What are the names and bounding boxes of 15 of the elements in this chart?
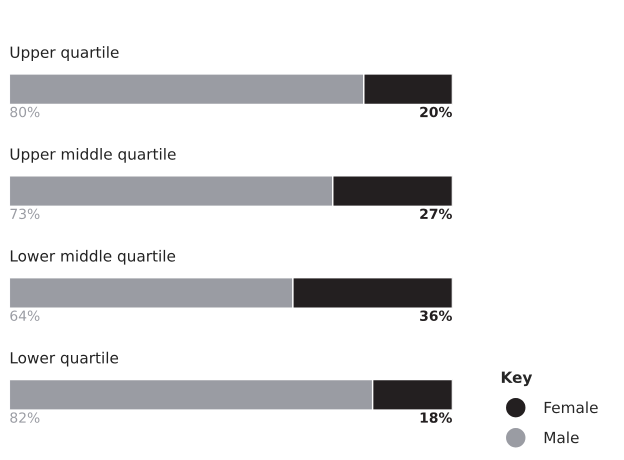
data-label: 64% (10, 310, 40, 321)
data-label: 20% (420, 106, 452, 118)
y-tick-label: Lower quartile (10, 352, 118, 367)
legend-label: Male (544, 431, 579, 444)
data-label: 27% (420, 208, 452, 220)
y-tick-label: Upper quartile (10, 46, 119, 61)
legend-title: Key (502, 372, 532, 386)
data-label: 18% (420, 412, 452, 423)
y-tick-label: Lower middle quartile (10, 250, 176, 265)
data-label: 73% (10, 208, 40, 220)
data-label: 36% (420, 310, 452, 321)
data-label: 80% (10, 106, 40, 118)
data-label: 82% (10, 412, 40, 423)
y-tick-label: Upper middle quartile (10, 148, 176, 163)
legend-label: Female (544, 401, 598, 414)
